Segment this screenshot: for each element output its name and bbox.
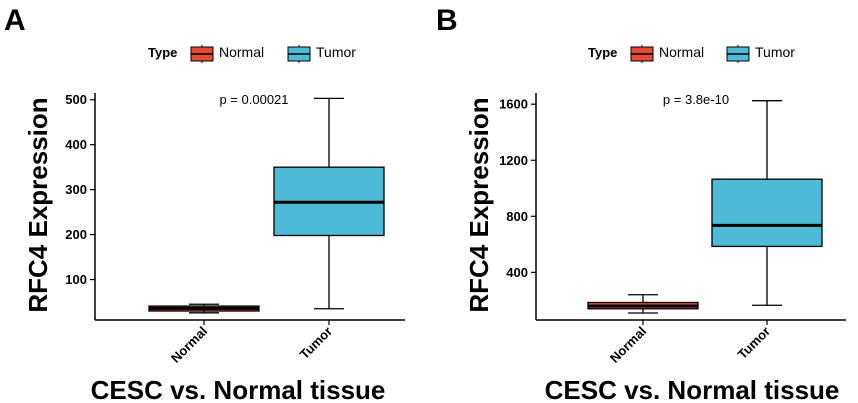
box-body bbox=[711, 178, 823, 248]
y-tick-label: 1600 bbox=[499, 97, 528, 112]
legend-key-normal bbox=[630, 45, 654, 63]
legend-key-normal bbox=[190, 45, 214, 63]
y-tick-label: 400 bbox=[65, 137, 87, 152]
x-axis-label: CESC vs. Normal tissue bbox=[545, 375, 840, 403]
legend-label-tumor: Tumor bbox=[755, 44, 795, 60]
legend-title: Type bbox=[588, 45, 617, 60]
panel-label: A bbox=[4, 4, 26, 37]
legend-key-tumor bbox=[287, 45, 311, 63]
boxes bbox=[148, 97, 385, 314]
box-normal bbox=[587, 294, 699, 314]
y-axis-label: RFC4 Expression bbox=[464, 97, 494, 312]
boxes bbox=[587, 100, 823, 314]
y-tick-label: 200 bbox=[65, 227, 87, 242]
legend: Type Normal Tumor bbox=[588, 44, 795, 63]
box-normal bbox=[148, 303, 260, 314]
x-tick-label: Tumor bbox=[735, 324, 774, 363]
y-tick-label: 300 bbox=[65, 182, 87, 197]
y-tick-label: 800 bbox=[506, 209, 528, 224]
y-axis-label: RFC4 Expression bbox=[23, 97, 53, 312]
x-axis-ticks: Normal Tumor bbox=[607, 320, 773, 366]
panel-label: B bbox=[436, 4, 458, 37]
x-tick-label: Tumor bbox=[297, 324, 336, 363]
y-tick-label: 100 bbox=[65, 272, 87, 287]
legend-label-tumor: Tumor bbox=[316, 44, 356, 60]
y-axis-ticks: 400 800 1200 1600 bbox=[499, 97, 536, 280]
legend-key-tumor bbox=[726, 45, 750, 63]
legend-label-normal: Normal bbox=[659, 44, 704, 60]
y-axis-ticks: 100 200 300 400 500 bbox=[65, 92, 95, 287]
panel-b: B Type Normal Tumor p = 3.8e-10 400 800 12… bbox=[436, 4, 846, 403]
legend-label-normal: Normal bbox=[219, 44, 264, 60]
y-tick-label: 1200 bbox=[499, 153, 528, 168]
p-value: p = 0.00021 bbox=[219, 92, 288, 107]
x-tick-label: Normal bbox=[168, 324, 210, 366]
x-axis-label: CESC vs. Normal tissue bbox=[91, 375, 386, 403]
panel-a: A Type Normal Tumor p = 0.00021 100 200 30… bbox=[4, 4, 405, 403]
legend-title: Type bbox=[148, 45, 177, 60]
y-tick-label: 400 bbox=[506, 265, 528, 280]
box-tumor bbox=[711, 100, 823, 306]
box-tumor bbox=[273, 97, 385, 310]
p-value: p = 3.8e-10 bbox=[663, 92, 729, 107]
x-axis-ticks: Normal Tumor bbox=[168, 320, 335, 366]
y-tick-label: 500 bbox=[65, 92, 87, 107]
x-tick-label: Normal bbox=[607, 324, 649, 366]
legend: Type Normal Tumor bbox=[148, 44, 356, 63]
